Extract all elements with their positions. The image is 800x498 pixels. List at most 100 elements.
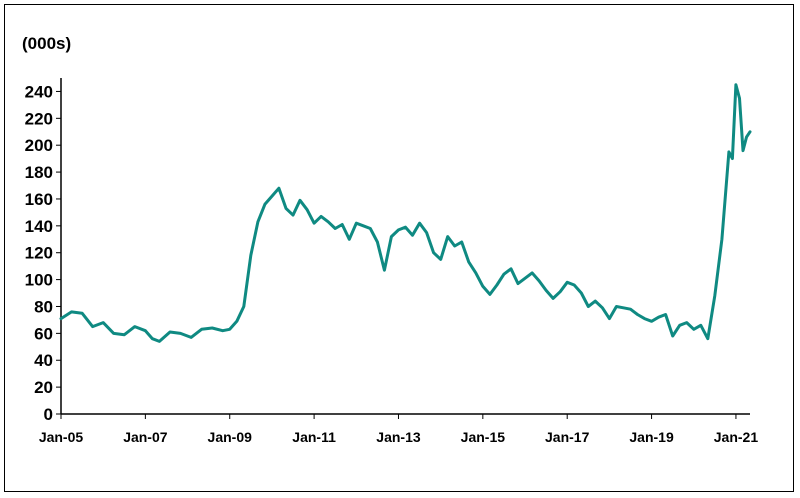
data-point: [475, 272, 477, 274]
data-point: [686, 322, 688, 324]
data-point: [714, 295, 716, 297]
data-point: [545, 289, 547, 291]
y-tick-label: 120: [25, 244, 53, 263]
data-point: [362, 225, 364, 227]
x-tick-label: Jan-13: [376, 429, 421, 445]
y-tick-label: 60: [34, 324, 53, 343]
data-point: [271, 195, 273, 197]
x-tick-label: Jan-11: [292, 429, 336, 445]
data-point: [517, 283, 519, 285]
data-point: [102, 322, 104, 324]
data-point: [264, 203, 266, 205]
data-point: [71, 311, 72, 313]
data-point: [306, 209, 308, 211]
data-point: [693, 328, 695, 330]
data-point: [419, 222, 421, 224]
y-tick-label: 240: [25, 82, 53, 101]
data-point: [679, 324, 681, 326]
data-point: [587, 306, 589, 307]
data-point: [651, 320, 653, 322]
data-point: [180, 332, 181, 334]
data-point: [746, 136, 747, 138]
data-point: [390, 236, 392, 238]
data-point: [285, 207, 287, 209]
x-tick-label: Jan-05: [39, 429, 84, 445]
data-point: [615, 306, 617, 307]
y-tick-label: 160: [25, 190, 53, 209]
data-point: [622, 307, 624, 309]
y-tick-label: 40: [34, 351, 53, 370]
data-point: [672, 335, 674, 337]
data-point: [552, 297, 554, 299]
x-tick-label: Jan-17: [545, 429, 590, 445]
data-point: [190, 336, 192, 338]
data-point: [299, 199, 301, 201]
data-point: [524, 277, 526, 279]
data-point: [721, 238, 723, 240]
x-tick-label: Jan-21: [714, 429, 759, 445]
y-tick-label: 180: [25, 163, 53, 182]
data-point: [222, 330, 224, 332]
data-point: [320, 215, 322, 217]
data-point: [601, 307, 603, 309]
data-point: [243, 306, 245, 307]
data-point: [447, 236, 449, 238]
data-point: [440, 258, 442, 260]
data-point: [201, 328, 203, 330]
data-point: [580, 292, 582, 294]
x-tick-label: Jan-19: [629, 429, 674, 445]
data-point: [355, 222, 357, 224]
data-point: [169, 331, 171, 333]
data-point: [482, 285, 484, 287]
data-point: [211, 327, 213, 329]
data-point: [728, 151, 730, 153]
y-tick-label: 20: [34, 378, 53, 397]
data-point: [383, 269, 385, 271]
data-point: [278, 187, 280, 189]
data-point: [739, 97, 740, 99]
data-point: [398, 229, 399, 231]
data-point: [503, 273, 505, 275]
data-point: [113, 332, 115, 334]
data-point: [144, 330, 146, 332]
data-point: [236, 320, 238, 322]
y-tick-label: 220: [25, 109, 53, 128]
data-point: [665, 314, 667, 315]
y-tick-label: 200: [25, 136, 53, 155]
data-point: [594, 300, 596, 302]
data-point: [81, 312, 83, 314]
data-point: [742, 150, 744, 152]
data-point: [454, 245, 456, 247]
data-point: [348, 238, 350, 240]
data-point: [731, 158, 733, 160]
data-point: [573, 284, 575, 286]
data-point: [229, 328, 231, 330]
data-point: [158, 340, 160, 342]
y-unit-label: (000s): [22, 34, 72, 53]
data-point: [749, 131, 751, 133]
data-point: [123, 334, 125, 336]
data-point: [250, 254, 252, 256]
data-point: [468, 261, 470, 263]
data-point: [92, 326, 94, 328]
series-line: [59, 83, 752, 343]
data-point: [496, 284, 498, 286]
data-point: [461, 241, 463, 243]
data-point: [341, 224, 343, 225]
data-point: [735, 84, 737, 86]
data-point: [376, 241, 378, 243]
data-point: [60, 318, 62, 320]
data-point: [405, 226, 406, 228]
data-point: [313, 222, 315, 224]
y-tick-label: 80: [34, 297, 53, 316]
data-point: [327, 221, 329, 223]
data-point: [566, 281, 568, 283]
x-tick-label: Jan-07: [123, 429, 168, 445]
data-point: [426, 232, 428, 234]
data-point: [134, 326, 136, 328]
data-point: [637, 314, 638, 315]
x-tick-label: Jan-09: [208, 429, 253, 445]
y-tick-label: 0: [44, 405, 53, 424]
data-point: [531, 272, 533, 274]
